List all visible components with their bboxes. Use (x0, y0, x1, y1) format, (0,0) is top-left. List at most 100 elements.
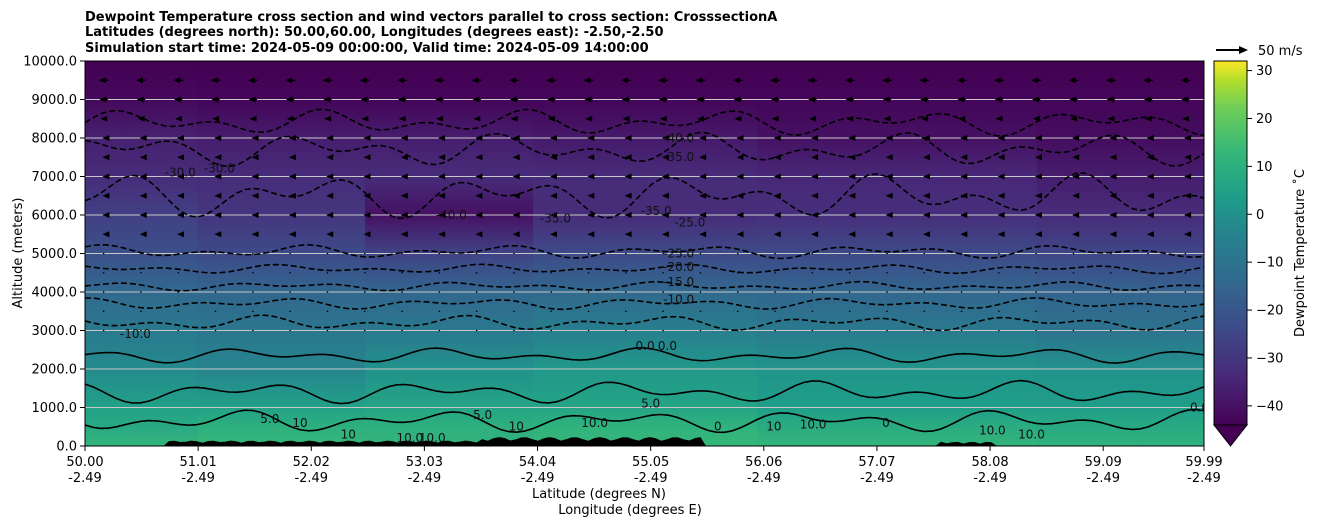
wind-vector (1184, 291, 1187, 293)
wind-vector-head (587, 231, 595, 238)
contour-label: -30.0 (204, 162, 235, 176)
contour-label: -40.0 (663, 131, 694, 145)
wind-vector-head (1143, 77, 1151, 84)
quiver-key-label: 50 m/s (1258, 44, 1303, 59)
wind-vector (998, 291, 1000, 293)
wind-vector-head (919, 77, 927, 84)
wind-vector-head (400, 154, 408, 161)
wind-vector-head (661, 231, 669, 238)
y-gridlines (85, 99, 1204, 408)
wind-vector (1109, 271, 1112, 274)
wind-vector-head (923, 212, 930, 218)
wind-vector (289, 252, 291, 255)
wind-vector-head (1146, 154, 1154, 161)
contour-line (85, 314, 1204, 332)
wind-vector-head (885, 154, 893, 161)
contour-label: 10.0 (396, 431, 423, 445)
colorbar-tick-label: −40 (1256, 399, 1283, 414)
wind-vector-head (212, 115, 220, 122)
wind-vector-head (508, 77, 516, 84)
contour-label: 0 (882, 416, 890, 430)
wind-vector (587, 310, 590, 313)
wind-vector-head (102, 212, 110, 218)
wind-vector-head (1072, 154, 1080, 161)
wind-vector (960, 329, 963, 332)
wind-vector-head (1184, 135, 1192, 141)
y-axis: 0.0 1000.0 2000.0 3000.0 4000.0 5000.0 6000.0 7… (23, 55, 85, 455)
wind-vector (401, 329, 403, 332)
wind-vector-head (661, 192, 669, 199)
wind-vector (625, 310, 627, 313)
wind-vector-head (288, 231, 296, 238)
x-axis: 50.00-2.4951.01-2.4952.02-2.4953.03-2.49… (66, 446, 1223, 486)
wind-vector-head (251, 192, 259, 199)
y-tick-label: 1000.0 (32, 401, 78, 416)
wind-vector-head (773, 231, 781, 238)
wind-vector (252, 252, 254, 255)
wind-vector-head (214, 135, 222, 141)
wind-vector-head (1109, 154, 1117, 161)
wind-vector-head (475, 192, 483, 199)
wind-vector (102, 310, 105, 313)
wind-vector-head (550, 231, 557, 238)
contour-label: 10.0 (1018, 427, 1045, 441)
wind-vector-head (363, 192, 371, 199)
wind-vector (550, 271, 553, 274)
wind-vector (998, 310, 1000, 313)
contour-label: 10 (766, 420, 781, 434)
wind-vector (625, 329, 627, 332)
wind-vector-head (177, 212, 184, 218)
wind-vector (475, 271, 478, 274)
wind-vector-head (438, 173, 446, 180)
wind-vector-head (139, 135, 147, 141)
wind-vector-head (363, 231, 371, 238)
terrain (85, 437, 1204, 446)
wind-vector-head (102, 231, 110, 238)
wind-vector-head (993, 77, 1001, 84)
wind-vector-head (1109, 231, 1117, 238)
wind-vector-head (177, 192, 184, 199)
wind-vector-head (360, 96, 368, 103)
wind-vector-head (699, 212, 707, 218)
wind-vector-head (288, 192, 296, 199)
wind-vector-head (661, 154, 669, 161)
wind-vector-head (1034, 231, 1042, 238)
wind-vector (102, 271, 105, 274)
wind-vector-head (214, 173, 222, 180)
wind-vector-head (139, 154, 147, 161)
wind-vector-head (661, 212, 669, 218)
y-tick-label: 10000.0 (23, 55, 77, 70)
wind-vector (774, 291, 776, 293)
wind-vector (1035, 310, 1037, 313)
colorbar-tick-label: −30 (1256, 351, 1283, 366)
wind-vector (140, 310, 142, 313)
contour-label: -35.0 (663, 150, 694, 164)
wind-vector-head (1184, 154, 1192, 161)
wind-vector-head (848, 192, 856, 199)
wind-vector-head (583, 77, 591, 84)
wind-vector (774, 252, 776, 255)
wind-vector (102, 329, 105, 332)
wind-vector (699, 310, 702, 313)
wind-vector (1109, 329, 1112, 332)
wind-vector-head (400, 231, 408, 238)
wind-vector-head (288, 154, 296, 161)
wind-vector-head (550, 173, 557, 180)
wind-vector-head (771, 115, 779, 122)
wind-vector-head (550, 135, 557, 141)
wind-vector-head (659, 115, 667, 122)
wind-vector (140, 291, 142, 293)
wind-vector (1184, 252, 1187, 255)
wind-vector-head (960, 231, 968, 238)
wind-vector (848, 291, 851, 293)
wind-vector (550, 252, 553, 255)
wind-vector-head (512, 154, 520, 161)
wind-vector-head (475, 154, 483, 161)
wind-vector (214, 329, 217, 332)
contour-line (85, 172, 1204, 220)
x-tick-label-lon: -2.49 (747, 471, 781, 486)
wind-vector-head (214, 212, 222, 218)
x-axis-label-lat: Latitude (degrees N) (532, 487, 666, 502)
plot-area: -40.0-35.0-30.0 -30.0-40.0 -35.0-35.0-25.0… (85, 61, 1204, 446)
wind-vector-head (885, 231, 893, 238)
